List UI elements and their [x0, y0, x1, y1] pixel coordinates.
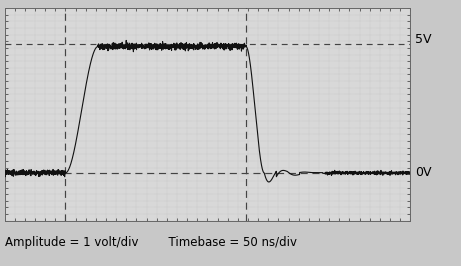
Text: 5V: 5V [415, 34, 431, 46]
Text: Amplitude = 1 volt/div        Timebase = 50 ns/div: Amplitude = 1 volt/div Timebase = 50 ns/… [5, 236, 296, 248]
Text: 0V: 0V [415, 167, 431, 179]
